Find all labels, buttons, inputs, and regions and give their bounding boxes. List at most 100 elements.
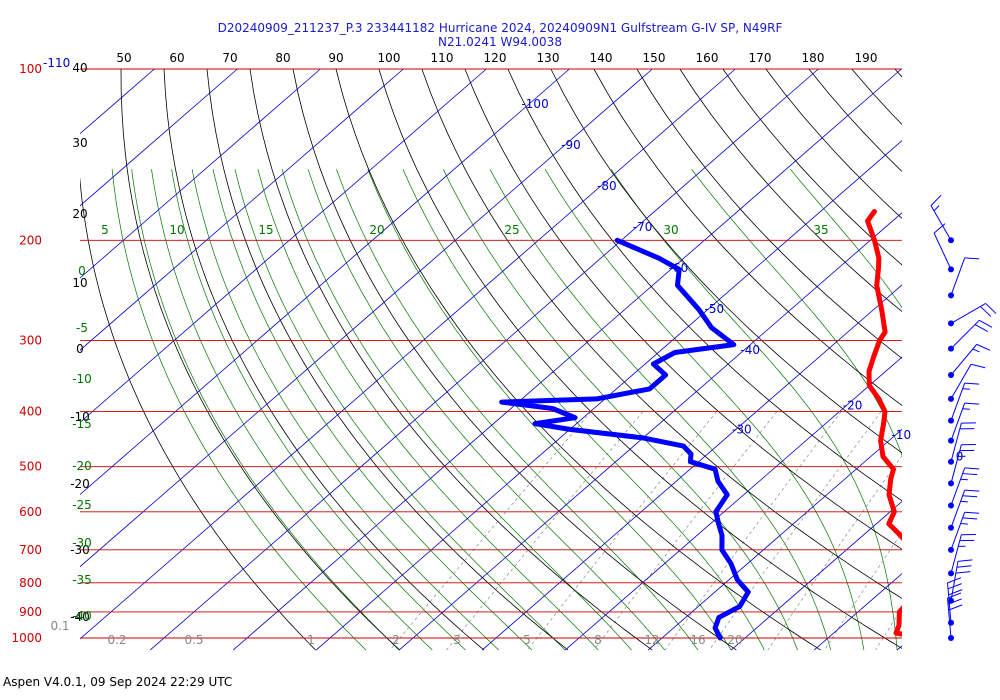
isotherm-line xyxy=(80,68,238,207)
dry-adiabat-line xyxy=(206,68,569,651)
isotherms xyxy=(80,68,1000,651)
dry-adiabat-line xyxy=(808,68,902,173)
wind-barb xyxy=(948,511,980,553)
wind-barb xyxy=(948,534,976,577)
mixing-ratio-line xyxy=(767,455,902,651)
isotherm-line xyxy=(896,645,902,651)
pressure-label: 900 xyxy=(19,605,42,619)
wind-barb-staff xyxy=(950,534,962,574)
mixing-ratio-line xyxy=(446,411,644,651)
mixing-ratio-label: 0.1 xyxy=(50,619,69,633)
moist-adiabat-line xyxy=(691,168,902,457)
mixing-ratio-label: 3 xyxy=(453,633,461,647)
isotherm-line xyxy=(813,573,902,651)
mixing-ratio-line xyxy=(913,412,1000,650)
wind-barb-flag xyxy=(947,598,962,605)
wind-barb-flag xyxy=(979,319,993,328)
mixing-ratio-line xyxy=(875,607,902,651)
dry-adiabats xyxy=(80,68,1000,651)
wind-barb-flag xyxy=(962,495,978,498)
isotherm-line xyxy=(315,140,902,651)
dry-adiabat-line xyxy=(722,68,902,266)
wind-barb xyxy=(933,223,954,273)
isotherm-label: -100 xyxy=(521,97,548,111)
wind-barb-half-flag xyxy=(972,348,980,353)
isotherm-label: -50 xyxy=(705,302,725,316)
wind-barb-staff xyxy=(950,344,978,376)
wind-barb-flag xyxy=(985,303,997,314)
dry-adiabat-line xyxy=(894,68,902,78)
footer-text: Aspen V4.0.1, 09 Sep 2024 22:29 UTC xyxy=(3,675,233,689)
isotherm-line xyxy=(398,212,902,651)
wind-barb-half-flag xyxy=(960,500,968,503)
wind-barb-staff xyxy=(930,205,952,241)
left-axis-label: -20 xyxy=(70,477,90,491)
moist-adiabat-label: 25 xyxy=(504,223,519,237)
wind-barb-staff xyxy=(950,319,980,349)
wind-barb-flag xyxy=(930,194,942,206)
isotherm-label: -70 xyxy=(633,220,653,234)
mixing-ratio-line xyxy=(527,411,717,651)
moist-adiabat-line xyxy=(790,168,902,309)
wind-barb-flag xyxy=(957,559,973,562)
moist-adiabat-label: 30 xyxy=(663,223,678,237)
moist-adiabat-label: -5 xyxy=(76,321,88,335)
wind-barb-flag xyxy=(933,223,946,234)
dry-adiabat-line xyxy=(120,68,401,651)
wind-barb-staff xyxy=(947,582,952,623)
isotherm-label: -20 xyxy=(843,398,863,412)
mixing-ratio-label: 12 xyxy=(644,633,659,647)
top-axis-label: 180 xyxy=(802,51,825,65)
sounding-profiles xyxy=(499,209,902,641)
left-axis-label: 30 xyxy=(72,136,87,150)
left-axis-label: 20 xyxy=(72,207,87,221)
title-line-1: D20240909_211237_P.3 233441182 Hurricane… xyxy=(217,21,783,35)
wind-barb-flag xyxy=(974,324,989,333)
top-axis-label: 150 xyxy=(643,51,666,65)
wind-barb-flag xyxy=(980,306,992,317)
wind-barb xyxy=(948,363,986,402)
moist-adiabat-label: 10 xyxy=(169,223,184,237)
isotherm-line xyxy=(564,356,902,651)
top-axis-label: 170 xyxy=(749,51,772,65)
wind-barb-half-flag xyxy=(962,408,970,410)
moist-adiabat-label: -30 xyxy=(72,536,92,550)
wind-barb-staff xyxy=(950,512,966,551)
isotherm-line xyxy=(232,68,902,651)
left-axis-label: -10 xyxy=(70,410,90,424)
isotherm-line xyxy=(980,69,1000,650)
isotherm-line xyxy=(80,68,736,640)
isotherm-label: -30 xyxy=(732,422,752,436)
wind-barb-flag xyxy=(962,517,978,520)
dry-adiabat-line xyxy=(938,69,1000,650)
mixing-ratio-label: 5 xyxy=(523,633,531,647)
wind-barb xyxy=(948,319,993,352)
pressure-label: 300 xyxy=(19,333,42,347)
wind-barb xyxy=(948,302,997,327)
moist-adiabat-line xyxy=(307,169,665,651)
mixing-ratio-label: 0.2 xyxy=(107,633,126,647)
top-axis-label: 190 xyxy=(855,51,878,65)
dry-adiabat-line xyxy=(636,68,902,359)
wind-barb-staff xyxy=(950,467,966,506)
mixing-ratio-line xyxy=(943,412,1000,650)
moist-adiabat-line xyxy=(171,169,466,651)
top-axis-label: 60 xyxy=(169,51,184,65)
pressure-label: 100 xyxy=(19,62,42,76)
pressure-label: 400 xyxy=(19,405,42,419)
isotherm-line xyxy=(647,428,902,651)
top-left-isotherm-label: -110 xyxy=(43,56,70,70)
moist-adiabat-label: -20 xyxy=(72,459,92,473)
pressure-label: 200 xyxy=(19,233,42,247)
moist-adiabat-label: -10 xyxy=(72,372,92,386)
wind-barbs xyxy=(930,194,997,641)
pressure-label: 700 xyxy=(19,543,42,557)
wind-barb-flag xyxy=(956,565,972,568)
top-axis-label: 140 xyxy=(590,51,613,65)
pressure-label: 1000 xyxy=(11,631,42,645)
isotherm-line xyxy=(80,68,653,568)
wind-barb-flag xyxy=(970,363,986,369)
wind-barb-flag xyxy=(976,343,991,351)
wind-barb-half-flag xyxy=(960,478,968,481)
